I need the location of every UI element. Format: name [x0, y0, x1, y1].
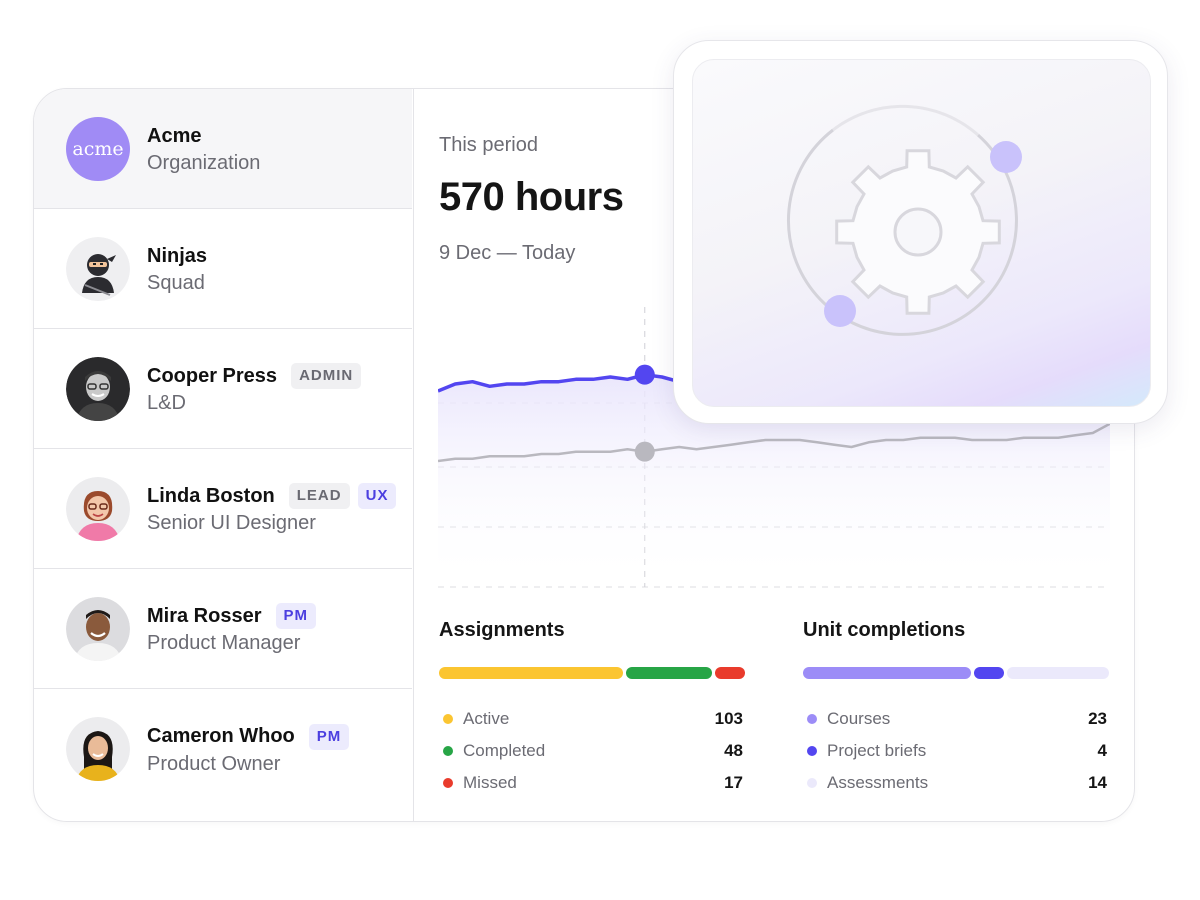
assignments-bar: [439, 667, 745, 679]
units-panel: Unit completions Courses 23 Project briefs…: [803, 619, 1109, 799]
legend-value: 48: [724, 741, 743, 760]
period-value: 570 hours: [439, 175, 624, 219]
legend-row: Completed 48: [439, 735, 745, 767]
legend-label: Missed: [463, 773, 517, 792]
legend-label: Assessments: [827, 773, 929, 792]
sidebar-item-name: Ninjas: [147, 244, 208, 267]
sidebar-item-name: Acme: [147, 124, 202, 147]
sidebar-item-subtitle: Squad: [147, 272, 205, 294]
legend-dot-icon: [807, 778, 817, 788]
legend-label: Completed: [463, 741, 546, 760]
legend-dot-icon: [443, 746, 453, 756]
gear-icon: [786, 104, 1022, 336]
legend-dot-icon: [807, 714, 817, 724]
settings-illustration: [692, 59, 1151, 407]
avatar: [66, 356, 130, 421]
series-line-2: [438, 422, 1110, 463]
legend-dot-icon: [443, 778, 453, 788]
legend-value: 17: [724, 773, 743, 792]
legend-row: Active 103: [439, 703, 745, 735]
ninja-icon: [66, 236, 130, 301]
assignments-bar-segment: [714, 667, 745, 679]
assignments-bar-segment: [625, 667, 712, 679]
sidebar-item-ninjas[interactable]: Ninjas Squad: [34, 209, 412, 329]
legend-value: 14: [1088, 773, 1107, 792]
series-area: [438, 374, 1110, 587]
role-badge: UX: [357, 483, 397, 509]
avatar: [66, 717, 130, 781]
units-title: Unit completions: [803, 619, 966, 641]
legend-dot-icon: [807, 746, 817, 756]
legend-dot-icon: [443, 714, 453, 724]
sidebar-item-name: Cameron Whoo: [147, 725, 295, 747]
person-photo-icon: [66, 717, 130, 781]
person-photo-icon: [66, 596, 130, 661]
sidebar-item-name: Linda Boston: [147, 484, 275, 507]
units-bar-segment: [1006, 667, 1109, 679]
sidebar-item-cooper-press[interactable]: Cooper Press ADMIN L&D: [34, 329, 412, 449]
legend-value: 4: [1097, 741, 1107, 760]
sidebar-item-subtitle: L&D: [147, 392, 186, 414]
legend-value: 23: [1088, 709, 1107, 728]
legend-row: Project briefs 4: [803, 735, 1109, 767]
sidebar-item-cameron-whoo[interactable]: Cameron Whoo PM Product Owner: [34, 689, 412, 809]
legend-row: Courses 23: [803, 703, 1109, 735]
sidebar-item-subtitle: Senior UI Designer: [147, 512, 316, 534]
assignments-title: Assignments: [439, 619, 565, 641]
highlight-point-1: [634, 364, 655, 385]
assignments-panel: Assignments Active 103 Completed 48 Missed 17: [439, 619, 745, 799]
sidebar-item-subtitle: Product Owner: [147, 752, 281, 775]
legend-label: Courses: [827, 709, 891, 728]
highlight-point-2: [634, 441, 655, 462]
sidebar-item-acme[interactable]: acme Acme Organization: [34, 89, 412, 209]
period-range: 9 Dec — Today: [439, 242, 576, 264]
avatar: [66, 236, 130, 301]
role-badge: PM: [308, 723, 350, 750]
role-badge: PM: [275, 603, 316, 629]
units-legend: Courses 23 Project briefs 4 Assessments 14: [803, 703, 1109, 799]
legend-row: Assessments 14: [803, 767, 1109, 799]
units-bar-segment: [974, 667, 1004, 679]
legend-value: 103: [714, 709, 743, 728]
period-label: This period: [439, 134, 538, 156]
role-badge: LEAD: [288, 483, 350, 509]
avatar: acme: [66, 116, 130, 181]
sidebar-item-subtitle: Organization: [147, 152, 261, 174]
sidebar-item-name: Cooper Press: [147, 364, 278, 387]
assignments-legend: Active 103 Completed 48 Missed 17: [439, 703, 745, 799]
person-photo-icon: [66, 476, 130, 541]
assignments-bar-segment: [439, 667, 623, 679]
legend-label: Project briefs: [827, 741, 927, 760]
person-photo-icon: [66, 356, 130, 421]
sidebar: acme Acme Organization: [34, 89, 414, 821]
legend-row: Missed 17: [439, 767, 745, 799]
avatar: [66, 596, 130, 661]
units-bar: [803, 667, 1109, 679]
settings-overlay-card: [673, 40, 1168, 424]
units-bar-segment: [803, 667, 972, 679]
legend-label: Active: [463, 709, 510, 728]
acme-logo: acme: [72, 137, 124, 160]
sidebar-item-subtitle: Product Manager: [147, 632, 301, 654]
avatar: [66, 476, 130, 541]
sidebar-item-name: Mira Rosser: [147, 604, 262, 627]
sidebar-item-mira-rosser[interactable]: Mira Rosser PM Product Manager: [34, 569, 412, 689]
role-badge: ADMIN: [291, 363, 362, 389]
sidebar-item-linda-boston[interactable]: Linda Boston LEAD UX Senior UI Designer: [34, 449, 412, 569]
